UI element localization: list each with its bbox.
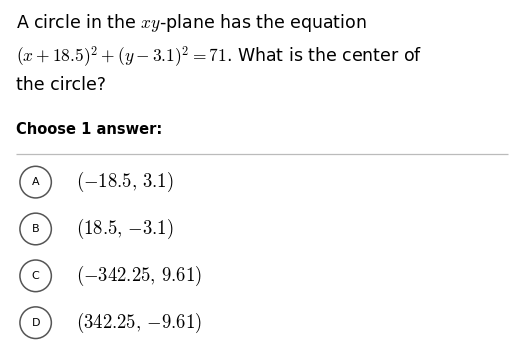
Text: D: D (31, 318, 40, 328)
Text: $(-18.5,\, 3.1)$: $(-18.5,\, 3.1)$ (76, 170, 173, 194)
Text: C: C (32, 271, 39, 281)
Text: $(-342.25,\, 9.61)$: $(-342.25,\, 9.61)$ (76, 264, 202, 288)
Text: B: B (32, 224, 39, 234)
Text: $(342.25,\, {-9.61})$: $(342.25,\, {-9.61})$ (76, 311, 202, 335)
Text: A circle in the $xy$-plane has the equation: A circle in the $xy$-plane has the equat… (16, 12, 366, 34)
Text: $(18.5,\, {-3.1})$: $(18.5,\, {-3.1})$ (76, 217, 173, 241)
Text: the circle?: the circle? (16, 76, 106, 94)
Text: $(x + 18.5)^2 + (y - 3.1)^2 = 71$. What is the center of: $(x + 18.5)^2 + (y - 3.1)^2 = 71$. What … (16, 44, 422, 69)
Text: Choose 1 answer:: Choose 1 answer: (16, 122, 162, 137)
Text: A: A (32, 177, 39, 187)
